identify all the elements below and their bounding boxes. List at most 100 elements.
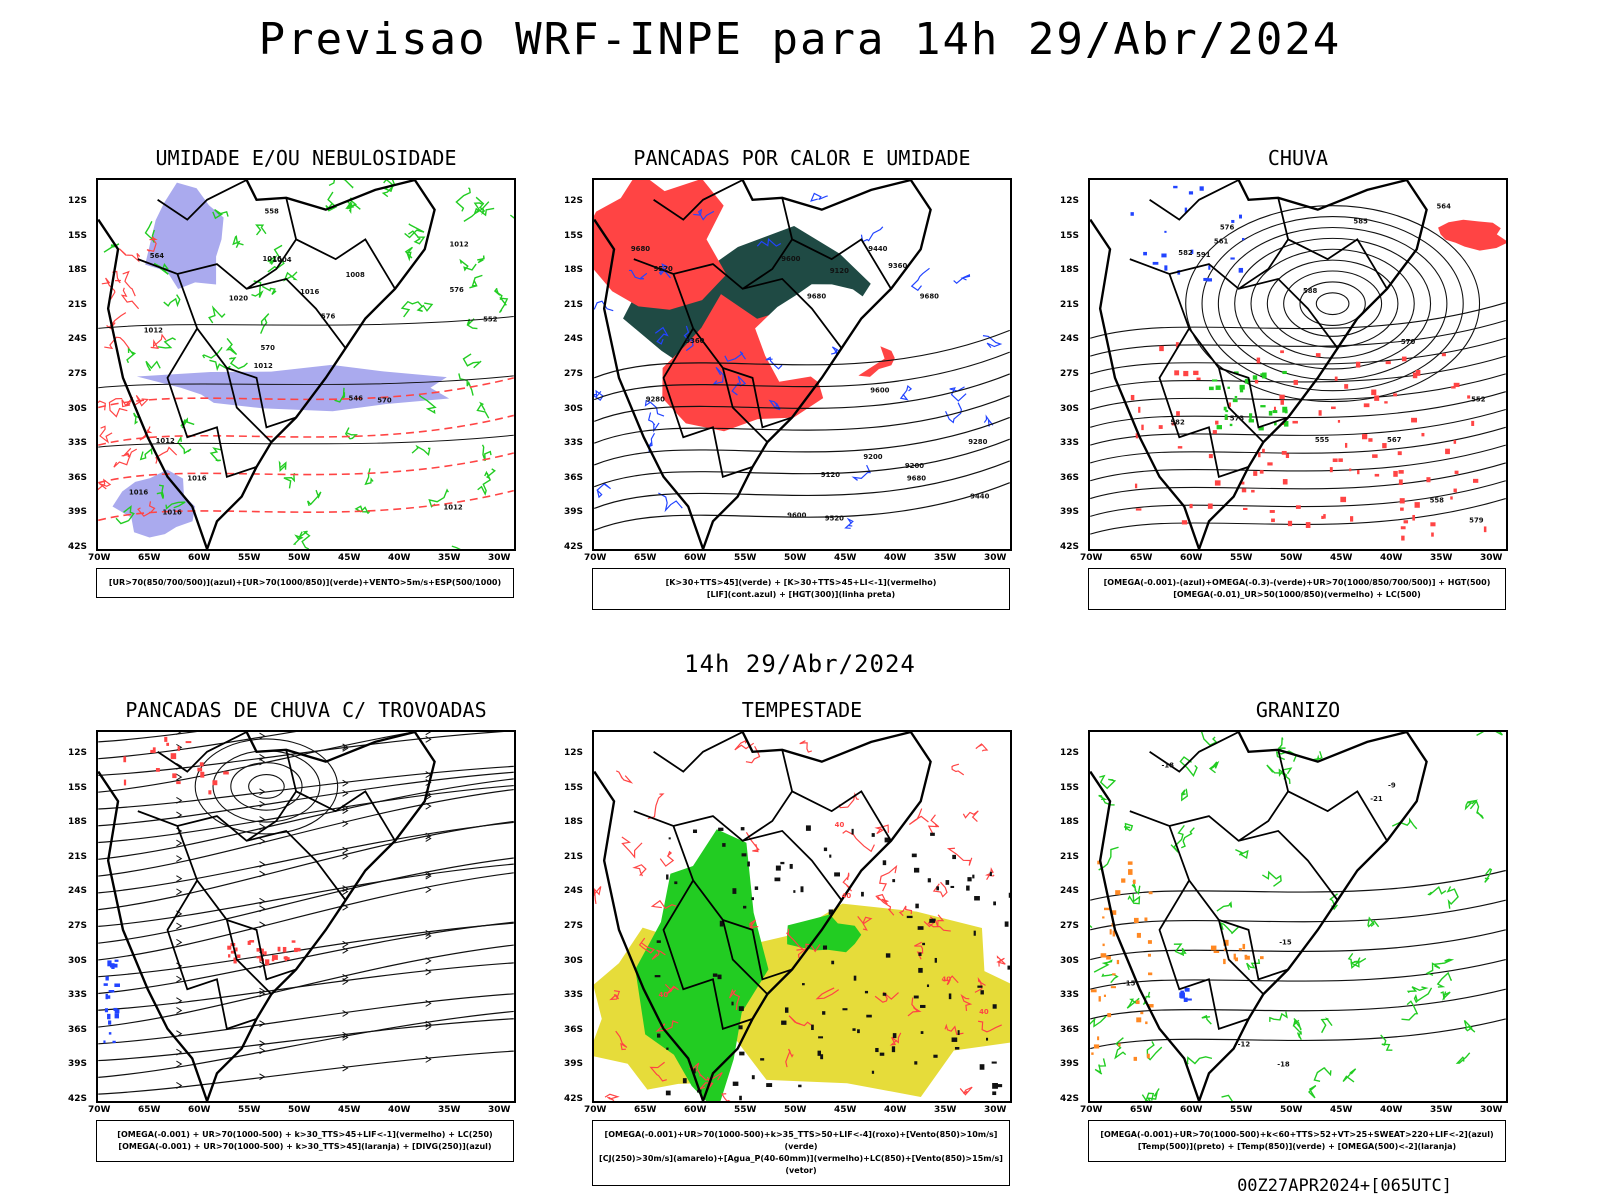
rain-area	[1138, 406, 1141, 413]
wind-vector	[967, 877, 972, 882]
contour-label: -18	[1161, 762, 1174, 770]
lifted-index-contour	[860, 226, 884, 243]
rain-area	[1256, 357, 1261, 364]
coastline	[1090, 732, 1428, 1101]
contour-label: 9680	[920, 293, 939, 301]
legend-line: [OMEGA(-0.001) + UR>70(1000-500) + k>30_…	[117, 1130, 493, 1139]
rain-area-green	[1239, 384, 1245, 390]
temperature-850-contour	[1201, 1014, 1212, 1025]
streamline-850	[621, 836, 643, 859]
humidity-contour	[354, 505, 370, 515]
contour-label: 591	[1196, 251, 1211, 259]
lat-tick: 39S	[1060, 507, 1080, 518]
rain-area	[1135, 508, 1142, 511]
streamline-arrow	[425, 732, 432, 736]
temperature-850-contour	[1464, 799, 1479, 811]
coastline	[1090, 180, 1428, 549]
rain-area	[1368, 438, 1373, 442]
lat-tick: 36S	[1060, 472, 1080, 483]
lon-tick: 50W	[288, 1105, 311, 1115]
storm-area	[199, 762, 204, 767]
humidity-contour	[498, 297, 509, 314]
temperature-850-contour	[1235, 848, 1249, 860]
lat-tick: 33S	[564, 990, 584, 1001]
wind-vector	[766, 1083, 773, 1088]
height-contour	[1090, 408, 1506, 446]
lon-tick: 35W	[1430, 553, 1453, 563]
streamline-arrow	[259, 897, 266, 905]
legend-line: [UR>70(850/700/500)](azul)+[UR>70(1000/8…	[108, 578, 502, 587]
rain-area-blue	[1152, 261, 1159, 265]
streamline	[98, 732, 198, 743]
wind-vector	[986, 1037, 989, 1041]
storm-area	[291, 940, 296, 943]
streamline-arrow	[425, 1000, 432, 1007]
wind-vector	[871, 833, 875, 837]
omega-area	[1118, 1043, 1121, 1047]
contour-label: 40	[979, 1008, 989, 1016]
lifted-index-contour	[983, 414, 994, 427]
streamline-850	[960, 994, 973, 1011]
rain-area	[1426, 477, 1431, 483]
humidity-contour	[334, 387, 346, 403]
lat-tick: 18S	[564, 265, 584, 276]
lifted-index-contour	[596, 482, 611, 499]
legend-line: [K>30+TTS>45](verde) + [K>30+TTS>45+LI<-…	[665, 578, 937, 587]
wind-vector	[656, 1033, 661, 1038]
humidity-contour	[283, 472, 296, 489]
rain-area	[1207, 503, 1213, 509]
temperature-500-contour	[1090, 1018, 1506, 1050]
humidity-contour	[225, 338, 238, 356]
divergence-area	[107, 1013, 111, 1020]
streamline-850	[951, 763, 965, 776]
contour-label: 9600	[787, 511, 806, 519]
storm-area	[164, 736, 168, 742]
temperature-850-contour	[1126, 997, 1140, 1009]
thickness-line	[98, 452, 514, 484]
omega-area	[1109, 929, 1112, 935]
rain-area-green	[1233, 371, 1239, 375]
streamline-850	[842, 872, 853, 892]
height-contour	[594, 460, 1010, 509]
rain-area	[1254, 379, 1259, 384]
height-contour	[1090, 319, 1506, 357]
storm-area	[197, 767, 203, 772]
contour-label: 567	[1387, 436, 1402, 444]
lon-tick: 40W	[388, 553, 411, 563]
rain-area	[1401, 356, 1407, 362]
humidity-contour	[267, 255, 278, 265]
omega-area	[1244, 955, 1250, 960]
rain-area	[1372, 454, 1378, 458]
contour-label: 582	[1178, 249, 1193, 257]
streamline-arrow	[342, 1034, 349, 1041]
rain-area-green	[1284, 420, 1289, 427]
wind-vector	[992, 1004, 997, 1009]
wind-vector	[891, 1046, 896, 1053]
temperature-850-contour	[1446, 886, 1459, 909]
hail-area	[1183, 997, 1188, 1002]
rain-area	[1398, 479, 1403, 485]
humidity-contour	[267, 244, 285, 273]
map-canvas-tempestade: 40 40 40 40 40	[594, 732, 1010, 1101]
wind-vector	[665, 1090, 671, 1096]
temperature-500-contour	[1090, 899, 1506, 931]
wind-vector	[892, 879, 896, 883]
wind-area	[787, 914, 862, 953]
contour-label: 1016	[262, 255, 281, 263]
rain-area	[1393, 470, 1398, 477]
omega-area	[1106, 956, 1111, 960]
temperature-500-contour	[1090, 929, 1506, 961]
humidity-contour	[411, 444, 431, 456]
rain-area	[1338, 458, 1343, 462]
height-contour	[594, 351, 1010, 401]
map-granizo: -9 -12 -15 -15 -18 -18 -21	[1088, 730, 1508, 1103]
coastline	[98, 732, 436, 1101]
thickness-fragment	[121, 396, 134, 408]
divergence-area	[114, 983, 120, 987]
streamline-arrow	[176, 997, 183, 1005]
storm-area	[230, 950, 236, 954]
rain-area	[1242, 507, 1248, 510]
lon-tick: 35W	[934, 1105, 957, 1115]
contour-label: 9600	[870, 387, 889, 395]
contour-label: 9440	[868, 245, 887, 253]
